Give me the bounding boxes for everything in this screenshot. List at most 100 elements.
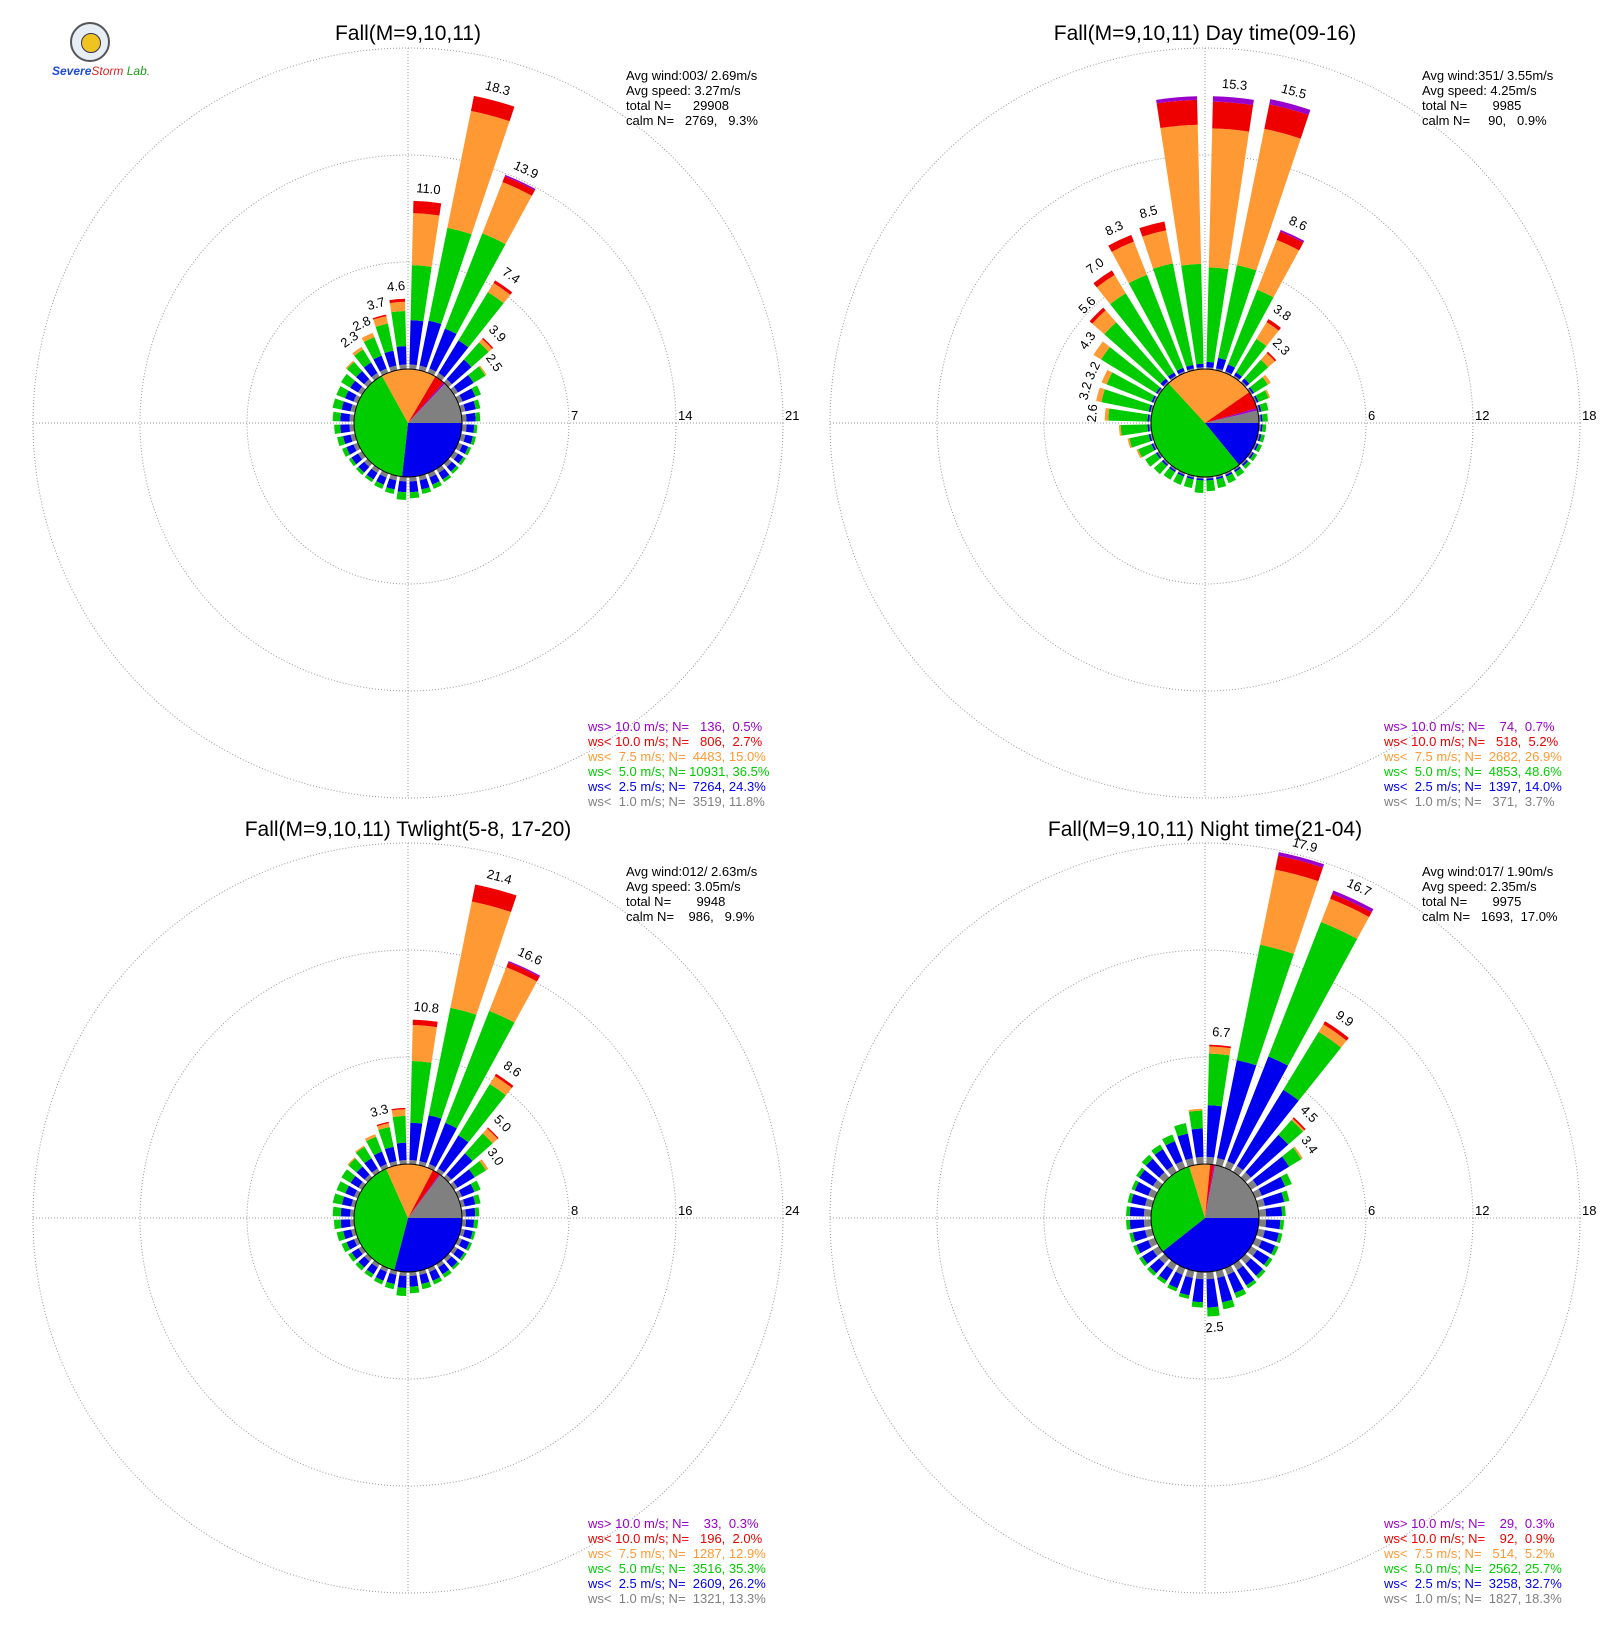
spoke-segment bbox=[345, 360, 355, 370]
spoke-segment bbox=[1161, 459, 1169, 467]
spoke-segment bbox=[465, 1207, 476, 1217]
spoke-segment bbox=[1106, 372, 1155, 402]
spoke-value-label: 4.5 bbox=[1297, 1102, 1320, 1125]
grid-ring bbox=[829, 842, 1581, 1594]
spoke-segment bbox=[1145, 1158, 1165, 1178]
spoke-segment bbox=[1206, 1156, 1215, 1165]
spoke bbox=[459, 1228, 476, 1240]
spoke-segment bbox=[473, 1219, 479, 1229]
spoke-segment bbox=[1156, 1275, 1167, 1284]
spoke-segment bbox=[1216, 357, 1227, 371]
spoke-value-label: 3.0 bbox=[484, 1145, 507, 1168]
pie-slice bbox=[1151, 1166, 1205, 1252]
spoke-segment bbox=[333, 1219, 342, 1230]
spoke bbox=[409, 1271, 420, 1294]
spoke bbox=[1126, 1219, 1152, 1230]
spoke bbox=[348, 451, 366, 467]
ring-label: 24 bbox=[785, 1203, 799, 1218]
spoke-segment bbox=[1282, 1147, 1302, 1167]
pie-slice bbox=[1205, 1164, 1214, 1218]
spoke-segment bbox=[346, 361, 363, 378]
pie-slice bbox=[386, 1164, 434, 1218]
spoke-segment bbox=[1206, 1278, 1219, 1308]
spoke-segment bbox=[455, 1190, 463, 1199]
spoke-segment bbox=[461, 414, 467, 422]
spoke-segment bbox=[1209, 1046, 1231, 1056]
stats-line: calm N= 986, 9.9% bbox=[626, 909, 755, 924]
spoke-segment bbox=[384, 350, 397, 368]
spoke-segment bbox=[411, 213, 440, 267]
spoke bbox=[333, 1219, 355, 1230]
spoke-segment bbox=[436, 1168, 445, 1176]
legend-entry: ws< 5.0 m/s; N= 4853, 48.6% bbox=[1383, 764, 1562, 779]
spoke-segment bbox=[1147, 1266, 1157, 1276]
spoke bbox=[461, 1207, 480, 1217]
logo-text-lab: Lab. bbox=[126, 64, 151, 78]
spoke-segment bbox=[482, 1128, 498, 1144]
spoke-segment bbox=[442, 1269, 452, 1278]
spoke bbox=[455, 442, 472, 456]
spoke-segment bbox=[1101, 369, 1113, 385]
spoke-segment bbox=[1248, 452, 1255, 459]
spoke-segment bbox=[1264, 389, 1271, 399]
spoke-segment bbox=[436, 1260, 445, 1268]
spoke-segment bbox=[1127, 1192, 1134, 1204]
spoke-segment bbox=[1269, 99, 1311, 115]
spoke-segment bbox=[453, 453, 464, 464]
spoke-segment bbox=[1136, 1167, 1145, 1178]
spoke-segment bbox=[1265, 1206, 1283, 1217]
spoke bbox=[1191, 1271, 1204, 1308]
spoke-segment bbox=[1148, 404, 1153, 412]
spoke-value-label: 2.3 bbox=[1270, 335, 1293, 358]
spoke-segment bbox=[1206, 267, 1229, 363]
windrose-panel: Fall(M=9,10,11) Night time(21-04) 6 12 18 6.… bbox=[829, 818, 1596, 1606]
spoke-segment bbox=[1276, 1232, 1283, 1244]
spoke bbox=[443, 1253, 460, 1270]
spoke-segment bbox=[1260, 424, 1263, 432]
spoke: 3.7 bbox=[365, 294, 398, 372]
legend-entry: ws< 10.0 m/s; N= 806, 2.7% bbox=[587, 734, 763, 749]
spoke bbox=[1233, 465, 1245, 477]
spoke-segment bbox=[356, 466, 365, 475]
spoke-segment bbox=[1260, 353, 1275, 368]
spoke bbox=[461, 424, 478, 434]
legend-entry: ws< 1.0 m/s; N= 1827, 18.3% bbox=[1383, 1591, 1562, 1606]
legend-entry: ws< 7.5 m/s; N= 514, 5.2% bbox=[1383, 1546, 1555, 1561]
legend-entry: ws< 5.0 m/s; N= 10931, 36.5% bbox=[587, 764, 770, 779]
spoke-segment bbox=[336, 386, 349, 399]
spoke-segment bbox=[1139, 1256, 1148, 1267]
spoke: 3.2 bbox=[1082, 359, 1158, 404]
logo-text-severe: Severe bbox=[52, 64, 92, 78]
spoke bbox=[1258, 413, 1268, 422]
spoke-segment bbox=[374, 481, 384, 489]
spoke-segment bbox=[438, 468, 450, 480]
spoke-segment bbox=[1209, 1044, 1231, 1049]
spoke-value-label: 8.3 bbox=[1103, 217, 1126, 238]
grid-ring bbox=[246, 261, 570, 585]
spoke-value-label: 4.6 bbox=[386, 278, 405, 295]
spoke-segment bbox=[371, 1168, 380, 1176]
spoke-value-label: 3.3 bbox=[369, 1101, 390, 1120]
legend-entry: ws> 10.0 m/s; N= 74, 0.7% bbox=[1383, 719, 1555, 734]
spoke-segment bbox=[1249, 377, 1268, 394]
spoke-segment bbox=[1217, 1275, 1233, 1303]
spoke-segment bbox=[1163, 467, 1176, 480]
spoke-segment bbox=[332, 1193, 345, 1205]
spoke-segment bbox=[355, 1145, 365, 1153]
spoke-segment bbox=[482, 182, 532, 245]
spoke-segment bbox=[442, 474, 452, 483]
spoke-segment bbox=[399, 1271, 407, 1276]
spoke-segment bbox=[371, 372, 380, 381]
spoke-segment bbox=[1236, 1265, 1255, 1286]
legend-entry: ws< 2.5 m/s; N= 7264, 24.3% bbox=[587, 779, 766, 794]
spoke-value-label: 5.0 bbox=[491, 1112, 514, 1135]
spoke-segment bbox=[410, 1061, 432, 1124]
spoke-segment bbox=[1208, 128, 1250, 270]
spoke-segment bbox=[392, 1115, 407, 1144]
spoke-segment bbox=[465, 1219, 475, 1228]
spoke-segment bbox=[453, 1248, 465, 1260]
spoke-segment bbox=[1243, 461, 1251, 469]
spoke-segment bbox=[345, 1185, 358, 1197]
spoke-segment bbox=[1224, 371, 1232, 376]
spoke-segment bbox=[489, 1076, 512, 1096]
